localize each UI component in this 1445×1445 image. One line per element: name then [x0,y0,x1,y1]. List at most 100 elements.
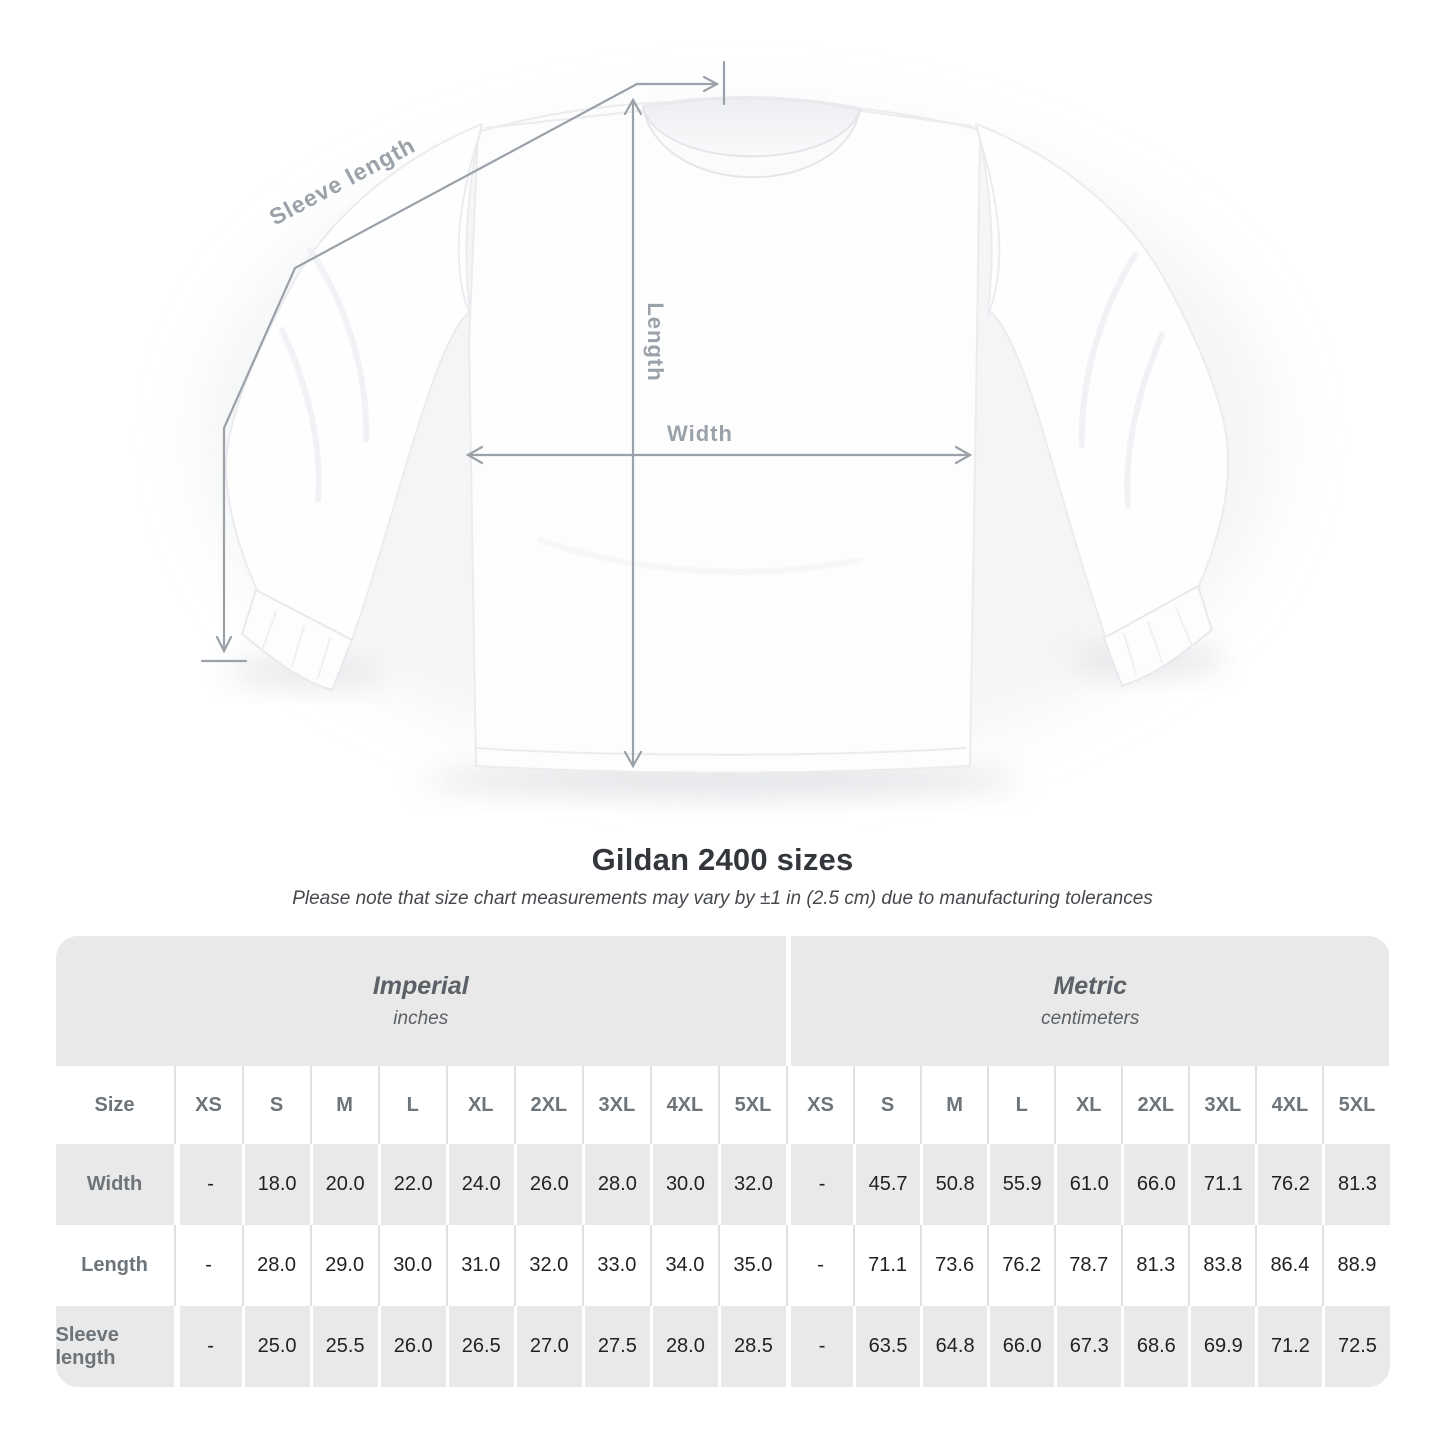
imperial-value-cell-text: 28.0 [257,1254,297,1276]
imperial-value-cell: 24.0 [445,1144,514,1225]
metric-section-header: Metric centimeters [786,936,1390,1066]
metric-size-header: M [920,1066,988,1144]
imperial-value-cell-text: 26.0 [393,1335,433,1357]
metric-value-cell-text: - [818,1173,826,1195]
metric-value-cell-text: 71.1 [868,1254,908,1276]
imperial-value-cell-text: 28.5 [734,1335,773,1357]
metric-size-header-text: XS [807,1093,834,1116]
metric-value-cell: 68.6 [1121,1306,1189,1387]
imperial-value-cell: 27.5 [581,1306,650,1387]
measurement-arrows [200,60,973,769]
metric-size-header-text: 4XL [1271,1093,1309,1116]
imperial-value-cell-text: 32.0 [529,1254,569,1276]
metric-value-cell-text: 67.3 [1069,1335,1109,1357]
metric-size-header-text: 2XL [1137,1093,1175,1116]
metric-size-header: 4XL [1255,1066,1323,1144]
imperial-value-cell: 18.0 [241,1144,310,1225]
metric-value-cell: 61.0 [1054,1144,1122,1225]
cuff-ribbing [261,607,1193,679]
imperial-size-header-text: L [406,1093,419,1116]
width-arrow [465,445,973,465]
metric-value-cell-text: 86.4 [1270,1254,1310,1276]
imperial-value-cell-text: 33.0 [597,1254,637,1276]
metric-value-cell-text: 71.2 [1270,1335,1310,1357]
imperial-value-cell-text: - [207,1173,214,1195]
metric-size-header-text: 3XL [1204,1093,1242,1116]
imperial-value-cell-text: 26.5 [461,1335,501,1357]
imperial-size-header-text: 3XL [598,1093,636,1116]
measurement-row-label: Length [55,1225,174,1306]
imperial-value-cell-text: 32.0 [734,1173,773,1195]
measurement-row: Width - 18.0 20.0 22.0 24.0 26.0 28.0 30.0 32.0 - 4… [55,1144,1390,1225]
measurement-row: Sleeve length - 25.0 25.5 26.0 26.5 27.0 27.5 28… [55,1306,1390,1387]
metric-size-header-text: XL [1075,1093,1102,1116]
metric-value-cell: 55.9 [987,1144,1055,1225]
imperial-value-cell: 27.0 [513,1306,582,1387]
imperial-value-cell: 34.0 [649,1225,718,1306]
imperial-value-cell-text: 24.0 [461,1173,501,1195]
imperial-value-cell-text: 27.0 [529,1335,569,1357]
imperial-value-cell: 20.0 [309,1144,378,1225]
metric-value-cell-text: 66.0 [1002,1335,1042,1357]
imperial-value-cell: 29.0 [309,1225,378,1306]
imperial-value-cell: - [173,1144,242,1225]
measurement-row-label-text: Width [86,1173,143,1195]
metric-value-cell: 50.8 [920,1144,988,1225]
metric-value-cell-text: 45.7 [868,1173,908,1195]
metric-size-header: 5XL [1322,1066,1390,1144]
metric-size-header-text: 5XL [1338,1093,1376,1116]
metric-value-cell: 73.6 [920,1225,988,1306]
page-title: Gildan 2400 sizes [591,842,854,877]
metric-label: Metric [1053,972,1128,1000]
sleeve-length-arrow [200,60,726,663]
metric-value-cell: 81.3 [1121,1225,1189,1306]
metric-value-cell: - [786,1306,854,1387]
imperial-value-cell: 26.0 [377,1306,446,1387]
metric-value-cell: 71.1 [853,1225,921,1306]
tolerance-note: Please note that size chart measurements… [292,888,1153,909]
metric-value-cell-text: - [818,1335,826,1357]
imperial-size-header: XS [173,1066,242,1144]
measurement-row: Length - 28.0 29.0 30.0 31.0 32.0 33.0 34.0 35.0 -… [55,1225,1390,1306]
imperial-size-header: 5XL [717,1066,786,1144]
imperial-value-cell-text: 28.0 [597,1173,637,1195]
size-table: Imperial inches Metric centimeters Size X… [55,936,1390,1387]
imperial-value-cell-text: 22.0 [393,1173,433,1195]
imperial-size-header: S [241,1066,310,1144]
unit-header-row: Imperial inches Metric centimeters [55,936,1390,1066]
metric-value-cell: 78.7 [1054,1225,1122,1306]
metric-value-cell-text: 50.8 [935,1173,975,1195]
metric-value-cell: 76.2 [1255,1144,1323,1225]
metric-size-header: 3XL [1188,1066,1256,1144]
metric-value-cell: 86.4 [1255,1225,1323,1306]
imperial-value-cell-text: 29.0 [325,1254,365,1276]
imperial-value-cell: 22.0 [377,1144,446,1225]
metric-unit-label: centimeters [1041,1008,1140,1029]
shirt-measurement-diagram: Sleeve length Length Width [200,60,1280,796]
shirt-seams [457,109,1001,756]
fabric-folds [279,247,1165,575]
imperial-value-cell: - [173,1306,242,1387]
imperial-value-cell: 28.0 [649,1306,718,1387]
metric-size-header-text: M [946,1093,963,1116]
metric-value-cell-text: 72.5 [1338,1335,1377,1357]
metric-value-cell: 83.8 [1188,1225,1256,1306]
metric-value-cell: 81.3 [1322,1144,1390,1225]
imperial-value-cell-text: 27.5 [597,1335,637,1357]
metric-value-cell: - [786,1225,854,1306]
imperial-value-cell: - [173,1225,242,1306]
measurement-row-label: Width [55,1144,174,1225]
imperial-value-cell-text: 18.0 [257,1173,297,1195]
metric-value-cell: 72.5 [1322,1306,1390,1387]
metric-value-cell-text: 71.1 [1203,1173,1243,1195]
measurement-row-label-text: Length [81,1254,148,1276]
shirt-right-cuff [1103,585,1213,687]
imperial-value-cell-text: 28.0 [665,1335,705,1357]
imperial-size-header-text: M [336,1093,353,1116]
metric-value-cell-text: 69.9 [1203,1335,1243,1357]
imperial-size-header: XL [445,1066,514,1144]
metric-value-cell-text: 88.9 [1337,1254,1377,1276]
imperial-value-cell: 32.0 [513,1225,582,1306]
metric-value-cell: 76.2 [987,1225,1055,1306]
